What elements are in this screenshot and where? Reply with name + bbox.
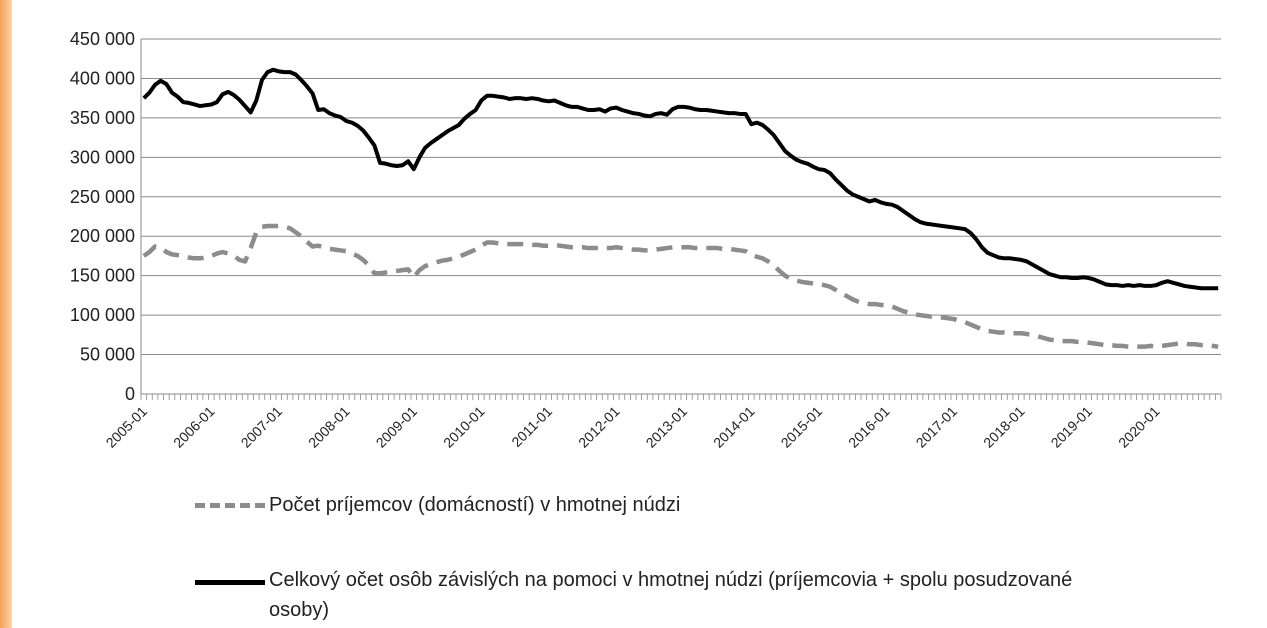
y-tick-label: 50 000 — [80, 345, 135, 365]
x-tick-label: 2018-01 — [980, 403, 1028, 451]
y-tick-label: 200 000 — [70, 226, 135, 246]
x-tick-label: 2014-01 — [710, 403, 758, 451]
x-tick-label: 2008-01 — [305, 403, 353, 451]
x-tick-label: 2020-01 — [1115, 403, 1163, 451]
y-tick-label: 300 000 — [70, 147, 135, 167]
y-tick-label: 400 000 — [70, 68, 135, 88]
series-line — [144, 70, 1218, 289]
x-tick-label: 2019-01 — [1048, 403, 1096, 451]
y-tick-label: 450 000 — [70, 29, 135, 49]
x-tick-label: 2007-01 — [238, 403, 286, 451]
x-tick-label: 2017-01 — [913, 403, 961, 451]
legend-label: Celkový očet osôb závislých na pomoci v … — [269, 565, 1125, 625]
series-line — [144, 226, 1218, 347]
y-tick-label: 150 000 — [70, 266, 135, 286]
y-tick-label: 350 000 — [70, 108, 135, 128]
x-tick-label: 2011-01 — [508, 403, 555, 450]
x-tick-label: 2015-01 — [778, 403, 826, 451]
legend-label: Počet príjemcov (domácností) v hmotnej n… — [269, 494, 680, 516]
y-tick-label: 250 000 — [70, 187, 135, 207]
x-tick-label: 2006-01 — [170, 403, 218, 451]
legend-swatch — [195, 503, 265, 508]
legend-swatch — [195, 580, 265, 585]
legend-entry: Celkový očet osôb závislých na pomoci v … — [195, 565, 1125, 625]
x-tick-label: 2016-01 — [845, 403, 893, 451]
y-tick-label: 100 000 — [70, 305, 135, 325]
x-tick-label: 2012-01 — [575, 403, 623, 451]
x-tick-label: 2013-01 — [643, 403, 691, 451]
page: 0 50 000 100 000 150 000 200 000 250 000 300 0… — [0, 0, 1267, 628]
x-tick-label: 2005-01 — [103, 403, 151, 451]
y-tick-label: 0 — [125, 384, 135, 404]
chart: 0 50 000 100 000 150 000 200 000 250 000 300 0… — [0, 0, 1267, 460]
x-tick-label: 2009-01 — [373, 403, 421, 451]
x-tick-label: 2010-01 — [440, 403, 488, 451]
legend-entry: Počet príjemcov (domácností) v hmotnej n… — [195, 490, 680, 520]
